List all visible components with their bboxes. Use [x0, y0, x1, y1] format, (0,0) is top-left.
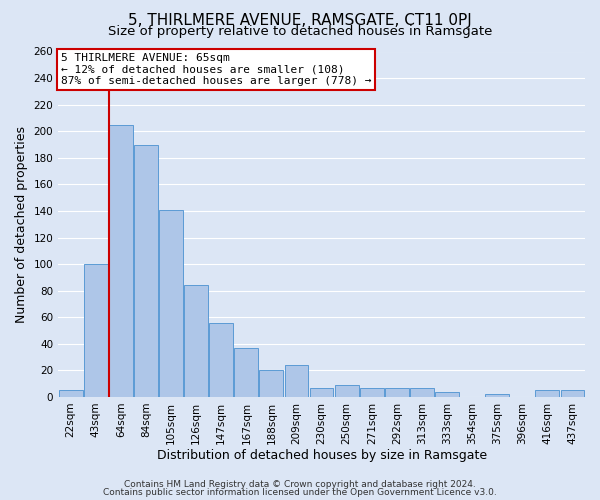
Bar — [159, 210, 183, 397]
Bar — [184, 286, 208, 397]
Bar — [84, 264, 108, 397]
Bar — [134, 144, 158, 397]
Bar — [209, 322, 233, 397]
Bar — [284, 365, 308, 397]
Bar — [310, 388, 334, 397]
Bar — [59, 390, 83, 397]
Bar — [435, 392, 459, 397]
Text: Contains HM Land Registry data © Crown copyright and database right 2024.: Contains HM Land Registry data © Crown c… — [124, 480, 476, 489]
Bar — [335, 385, 359, 397]
Text: 5, THIRLMERE AVENUE, RAMSGATE, CT11 0PJ: 5, THIRLMERE AVENUE, RAMSGATE, CT11 0PJ — [128, 12, 472, 28]
Bar — [259, 370, 283, 397]
Bar — [360, 388, 383, 397]
Bar — [385, 388, 409, 397]
Text: 5 THIRLMERE AVENUE: 65sqm
← 12% of detached houses are smaller (108)
87% of semi: 5 THIRLMERE AVENUE: 65sqm ← 12% of detac… — [61, 53, 371, 86]
Bar — [535, 390, 559, 397]
Bar — [560, 390, 584, 397]
X-axis label: Distribution of detached houses by size in Ramsgate: Distribution of detached houses by size … — [157, 450, 487, 462]
Bar — [410, 388, 434, 397]
Bar — [109, 124, 133, 397]
Bar — [235, 348, 258, 397]
Bar — [485, 394, 509, 397]
Text: Size of property relative to detached houses in Ramsgate: Size of property relative to detached ho… — [108, 25, 492, 38]
Y-axis label: Number of detached properties: Number of detached properties — [15, 126, 28, 322]
Text: Contains public sector information licensed under the Open Government Licence v3: Contains public sector information licen… — [103, 488, 497, 497]
